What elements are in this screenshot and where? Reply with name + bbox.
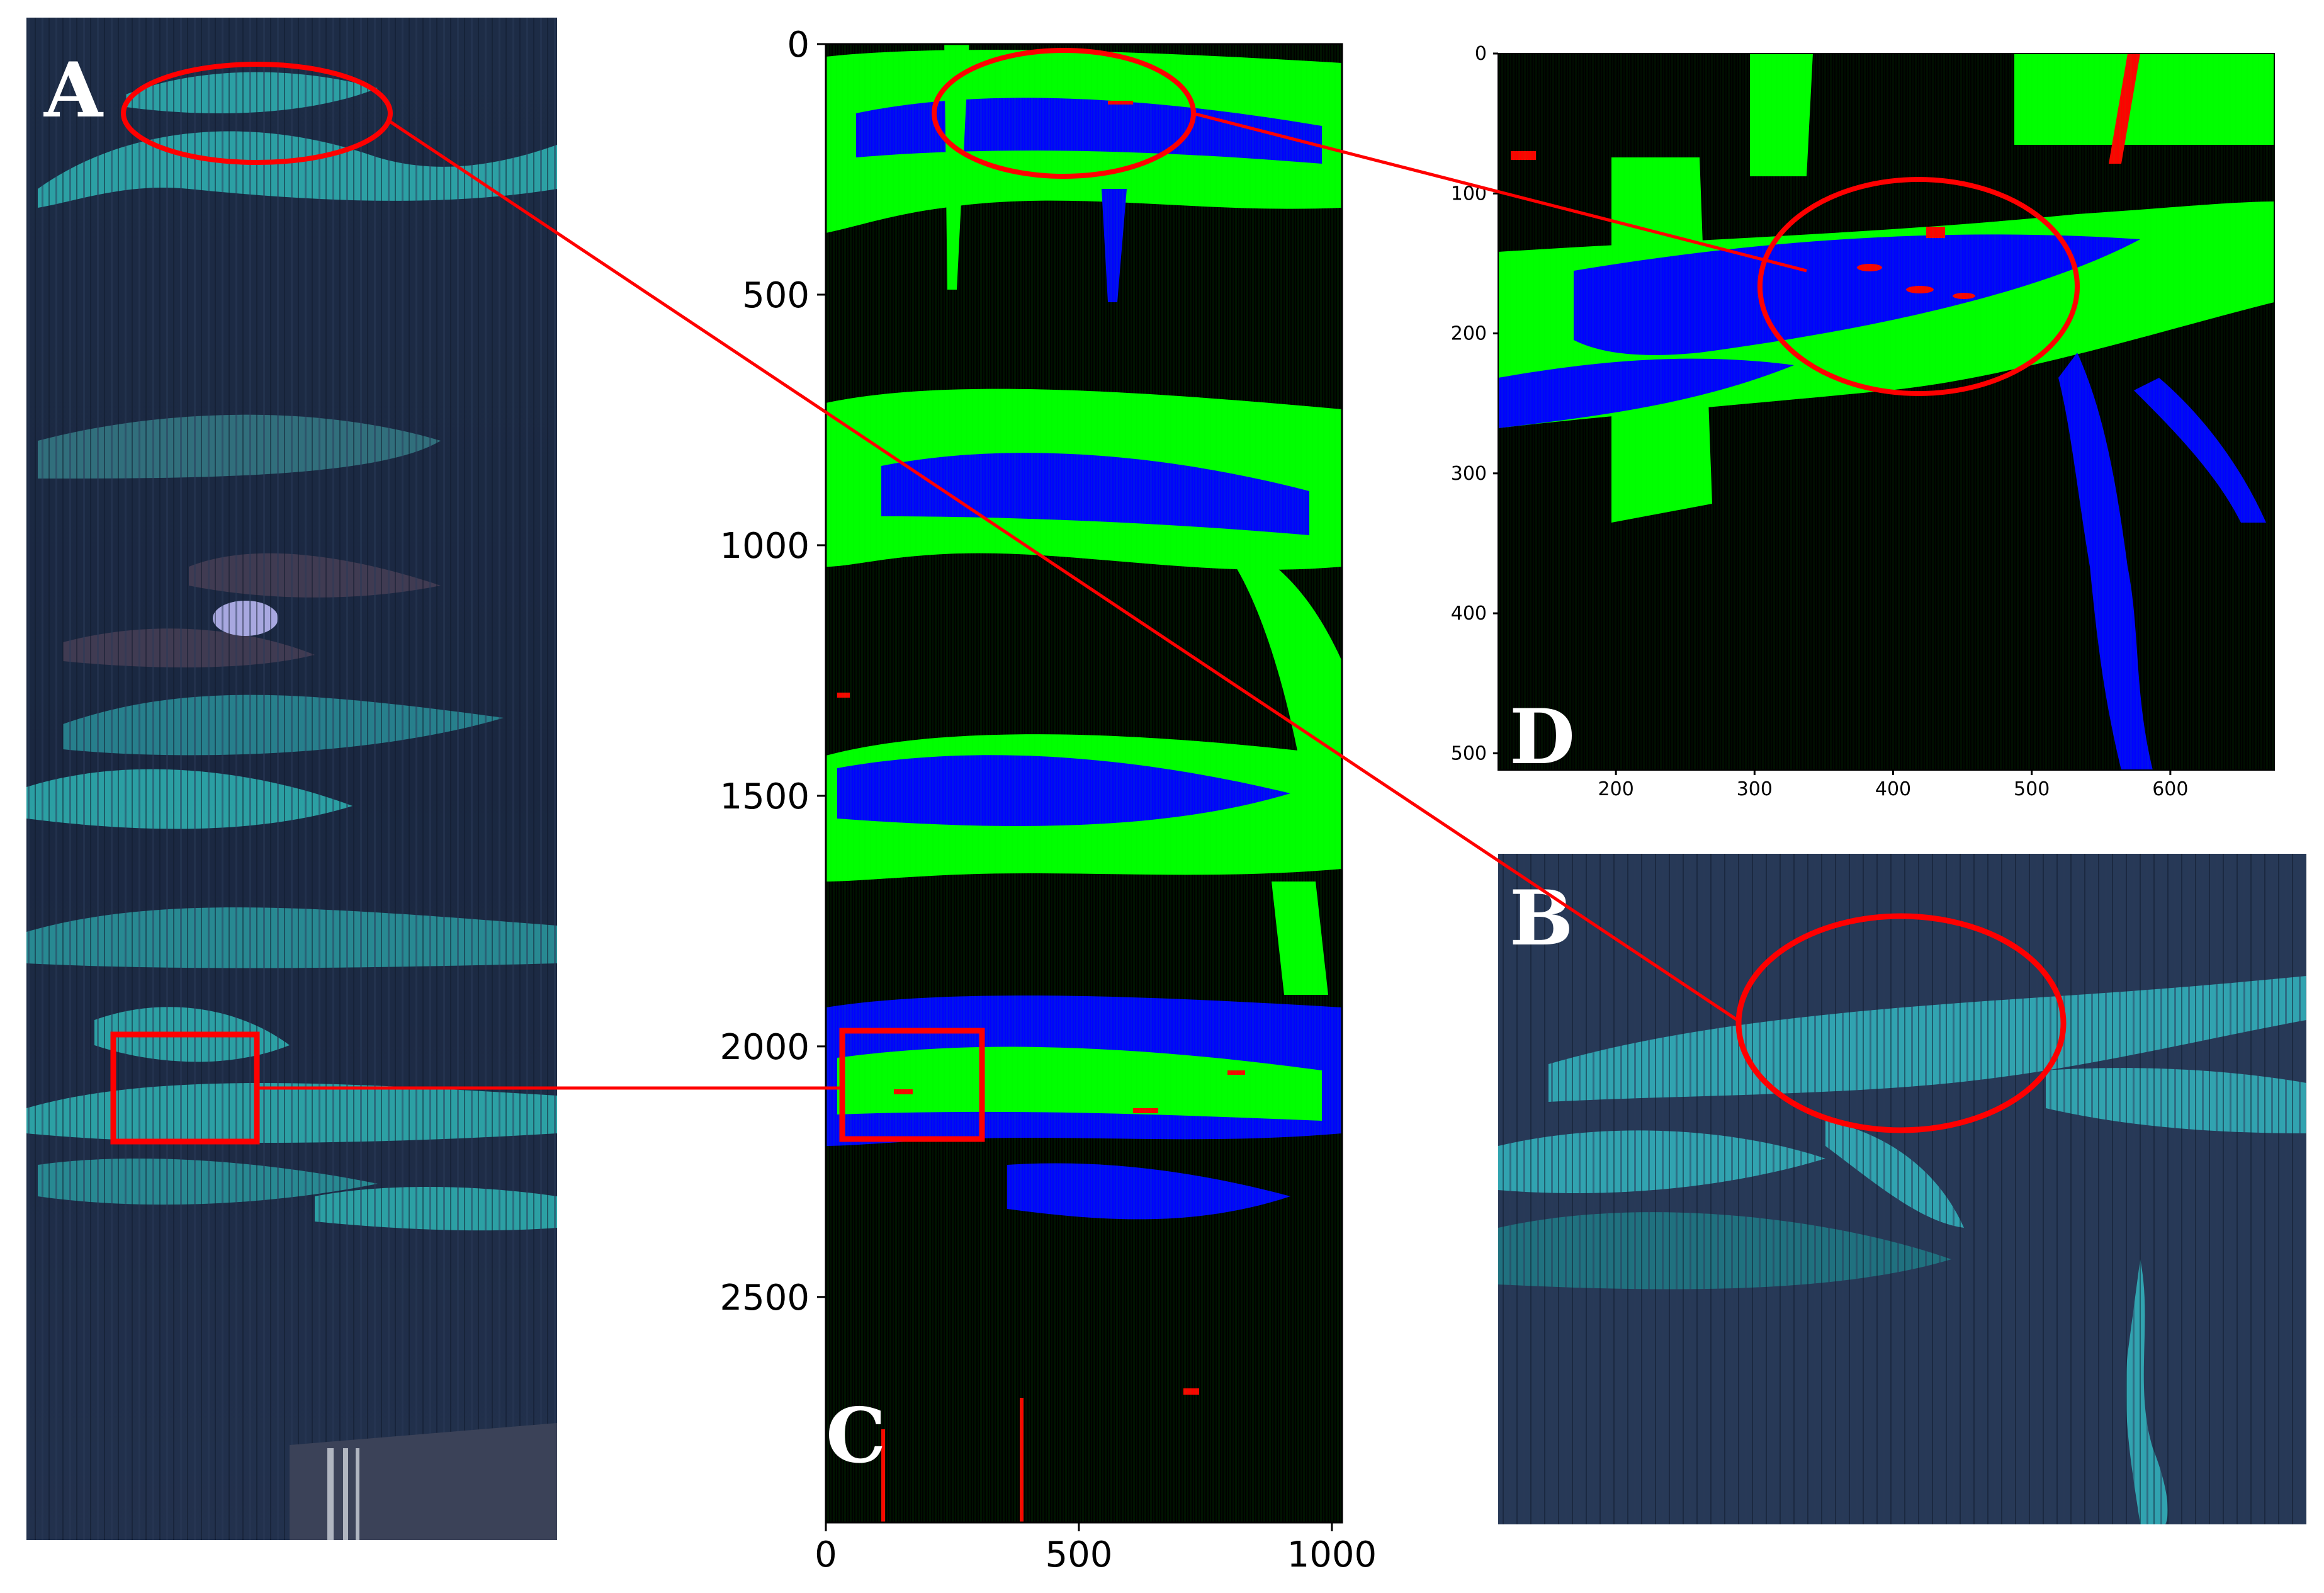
panel-d-x-tick-label-1: 300 (1737, 778, 1773, 800)
panel-b-letter: B (1509, 874, 1573, 963)
connector-a-to-b (386, 118, 1418, 808)
panel-d-x-tick-label-3: 500 (2014, 778, 2050, 800)
panel-c-y-tick-label-0: 0 (787, 25, 809, 65)
connector-c-to-d (1192, 111, 1807, 273)
panel-c-plot: 0 500 1000 1500 2000 2500 0 500 1000 (719, 25, 1377, 1575)
panel-c-x-tick-label-1: 500 (1046, 1534, 1113, 1575)
panel-d-x-tick-label-2: 400 (1875, 778, 1911, 800)
panel-c-frame (825, 43, 1343, 1524)
connector-lines (257, 111, 1807, 1090)
panel-c-highlight-box (839, 1028, 985, 1142)
panel-d-y-tick-label-5: 500 (1451, 742, 1487, 764)
connector-a-to-b-tail (1415, 804, 1739, 1022)
panel-c-x-tick-label-2: 1000 (1287, 1534, 1377, 1575)
panel-c-y-tick-label-4: 2000 (719, 1027, 809, 1068)
panel-c-y-tick-label-1: 500 (742, 275, 809, 316)
panel-c-y-tick-label-2: 1000 (719, 526, 809, 567)
panel-d-highlight-ellipse (1757, 177, 2080, 396)
panel-d-y-tick-label-2: 200 (1451, 323, 1487, 345)
panel-c-axes: 0 500 1000 1500 2000 2500 0 500 1000 (719, 25, 1377, 1575)
panel-d-y-tick-label-3: 300 (1451, 463, 1487, 485)
panel-c-letter: C (826, 1392, 886, 1480)
panel-d-y-tick-label-4: 400 (1451, 603, 1487, 625)
panel-a-highlight-ellipse (121, 62, 393, 165)
panel-d-x-tick-label-4: 600 (2152, 778, 2188, 800)
panel-a-photo (26, 18, 557, 1540)
panel-c-y-tick-label-3: 1500 (719, 776, 809, 817)
panel-d-frame (1498, 53, 2275, 771)
panel-b-highlight-ellipse (1735, 913, 2067, 1133)
panel-b-photo (1498, 854, 2306, 1524)
panel-d-x-tick-label-0: 200 (1598, 778, 1634, 800)
panel-d-letter: D (1509, 693, 1575, 781)
panel-c-x-tick-label-0: 0 (815, 1534, 837, 1575)
panel-c-y-tick-label-5: 2500 (719, 1278, 809, 1318)
panel-d-y-tick-label-0: 0 (1475, 43, 1487, 65)
panel-a-letter: A (43, 46, 104, 135)
